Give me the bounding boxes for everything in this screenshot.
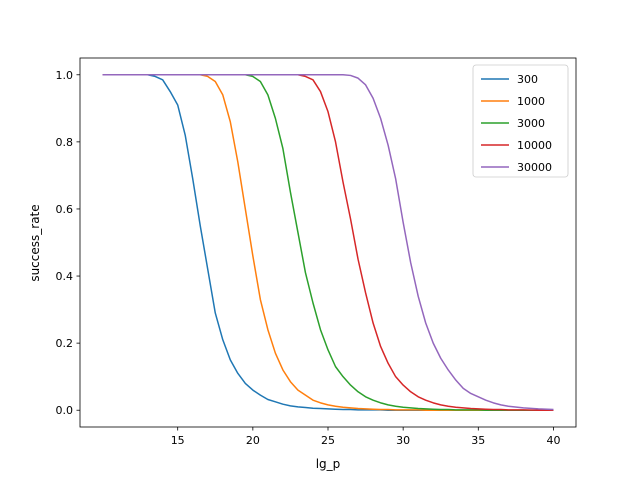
x-axis-label: lg_p xyxy=(316,457,341,471)
y-tick-label: 0.2 xyxy=(56,337,74,350)
legend xyxy=(472,64,569,178)
y-axis-label: success_rate xyxy=(28,204,42,281)
axes: 15 20 25 30 35 40 0.0 0.2 0.4 0.6 0.8 1.0 300 1000 300… xyxy=(56,57,577,447)
x-tick-label: 40 xyxy=(546,434,560,447)
x-tick-label: 35 xyxy=(471,434,485,447)
legend-label-30000: 30000 xyxy=(517,161,552,174)
legend-label-1000: 1000 xyxy=(517,95,545,108)
y-tick-label: 0.8 xyxy=(56,136,74,149)
y-tick-label: 0.0 xyxy=(56,404,74,417)
y-tick-label: 0.6 xyxy=(56,203,74,216)
legend-label-3000: 3000 xyxy=(517,117,545,130)
legend-label-300: 300 xyxy=(517,73,538,86)
y-tick-label: 0.4 xyxy=(56,270,74,283)
x-tick-label: 30 xyxy=(396,434,410,447)
x-tick-label: 25 xyxy=(321,434,335,447)
x-tick-label: 20 xyxy=(246,434,260,447)
legend-label-10000: 10000 xyxy=(517,139,552,152)
x-tick-label: 15 xyxy=(171,434,185,447)
y-tick-label: 1.0 xyxy=(56,69,74,82)
series-line-30000 xyxy=(102,74,554,411)
